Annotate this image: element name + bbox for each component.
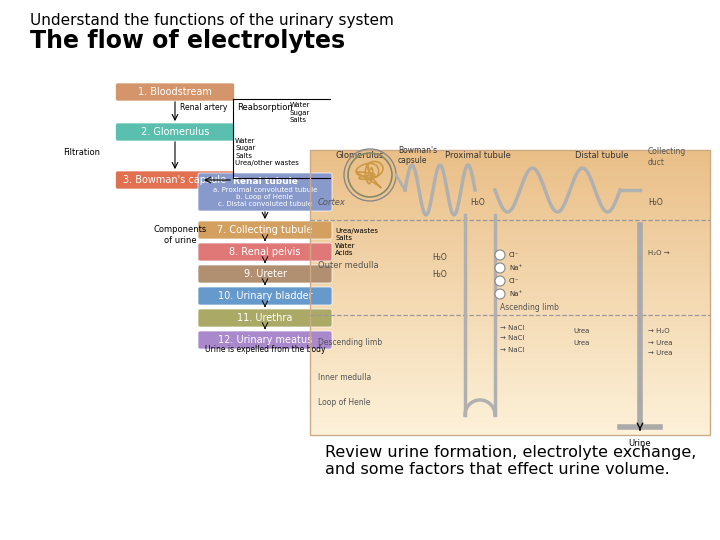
Text: Na⁺: Na⁺ xyxy=(509,291,522,297)
Text: 11. Urethra: 11. Urethra xyxy=(238,313,293,323)
Text: Review urine formation, electrolyte exchange,: Review urine formation, electrolyte exch… xyxy=(325,445,696,460)
Text: Urea: Urea xyxy=(574,328,590,334)
Circle shape xyxy=(495,276,505,286)
Text: Ascending limb: Ascending limb xyxy=(500,303,559,312)
Text: a. Proximal convoluted tubule: a. Proximal convoluted tubule xyxy=(213,187,318,193)
Text: H₂O: H₂O xyxy=(470,198,485,207)
Text: → H₂O: → H₂O xyxy=(648,328,670,334)
Text: 2. Glomerulus: 2. Glomerulus xyxy=(141,127,210,137)
Text: → NaCl: → NaCl xyxy=(500,325,524,331)
FancyBboxPatch shape xyxy=(198,309,332,327)
Text: b. Loop of Henle: b. Loop of Henle xyxy=(236,194,294,200)
Text: 3. Bowman's capsule: 3. Bowman's capsule xyxy=(123,175,227,185)
FancyBboxPatch shape xyxy=(198,265,332,283)
Text: Cl⁻: Cl⁻ xyxy=(509,278,520,284)
FancyBboxPatch shape xyxy=(198,173,332,211)
Text: Collecting
duct: Collecting duct xyxy=(648,147,686,167)
Text: Water
Sugar
Salts
Urea/other wastes: Water Sugar Salts Urea/other wastes xyxy=(235,138,299,166)
Text: 7. Collecting tubule: 7. Collecting tubule xyxy=(217,225,312,235)
Text: H₂O: H₂O xyxy=(648,198,662,207)
Text: → NaCl: → NaCl xyxy=(500,347,524,353)
Circle shape xyxy=(495,289,505,299)
Text: H₂O: H₂O xyxy=(432,253,447,262)
FancyBboxPatch shape xyxy=(198,221,332,239)
FancyBboxPatch shape xyxy=(198,331,332,349)
Text: c. Distal convoluted tubule: c. Distal convoluted tubule xyxy=(218,201,312,207)
Text: 8. Renal pelvis: 8. Renal pelvis xyxy=(229,247,301,257)
Text: Bowman's
capsule: Bowman's capsule xyxy=(398,146,437,165)
FancyBboxPatch shape xyxy=(198,287,332,305)
Text: Distal tubule: Distal tubule xyxy=(575,151,629,160)
FancyBboxPatch shape xyxy=(115,83,235,101)
FancyBboxPatch shape xyxy=(115,123,235,141)
FancyBboxPatch shape xyxy=(115,171,235,189)
Text: Cl⁻: Cl⁻ xyxy=(509,252,520,258)
Text: Understand the functions of the urinary system: Understand the functions of the urinary … xyxy=(30,13,394,28)
Text: 9. Ureter: 9. Ureter xyxy=(243,269,287,279)
Text: Urea: Urea xyxy=(574,340,590,346)
Text: Inner medulla: Inner medulla xyxy=(318,373,372,382)
Text: Cortex: Cortex xyxy=(318,198,346,207)
Text: Glomerulus: Glomerulus xyxy=(335,151,383,160)
Text: Loop of Henle: Loop of Henle xyxy=(318,398,371,407)
Text: Reabsorption: Reabsorption xyxy=(237,103,293,112)
Text: H₂O →: H₂O → xyxy=(648,250,670,256)
Text: Renal artery: Renal artery xyxy=(180,103,228,112)
Text: Components
of urine: Components of urine xyxy=(153,225,207,245)
Text: 10. Urinary bladder: 10. Urinary bladder xyxy=(217,291,312,301)
Text: Outer medulla: Outer medulla xyxy=(318,260,379,269)
Circle shape xyxy=(495,250,505,260)
Text: Urine: Urine xyxy=(629,439,652,448)
Text: H₂O: H₂O xyxy=(432,270,447,279)
Text: Renal tubule: Renal tubule xyxy=(233,178,297,186)
Text: → Urea: → Urea xyxy=(648,350,672,356)
Text: Urea/wastes
Salts
Water
Acids: Urea/wastes Salts Water Acids xyxy=(335,228,378,256)
Text: Descending limb: Descending limb xyxy=(318,338,382,347)
Text: Water
Sugar
Salts: Water Sugar Salts xyxy=(290,102,310,123)
Text: → NaCl: → NaCl xyxy=(500,335,524,341)
Text: Urine is expelled from the body: Urine is expelled from the body xyxy=(204,345,325,354)
Text: Na⁺: Na⁺ xyxy=(509,265,522,271)
Text: → Urea: → Urea xyxy=(648,340,672,346)
Text: Filtration: Filtration xyxy=(63,148,100,157)
Text: Proximal tubule: Proximal tubule xyxy=(445,151,511,160)
Text: The flow of electrolytes: The flow of electrolytes xyxy=(30,29,345,53)
FancyBboxPatch shape xyxy=(198,243,332,261)
Text: 1. Bloodstream: 1. Bloodstream xyxy=(138,87,212,97)
Text: and some factors that effect urine volume.: and some factors that effect urine volum… xyxy=(325,462,670,477)
Text: 12. Urinary meatus: 12. Urinary meatus xyxy=(218,335,312,345)
Circle shape xyxy=(495,263,505,273)
